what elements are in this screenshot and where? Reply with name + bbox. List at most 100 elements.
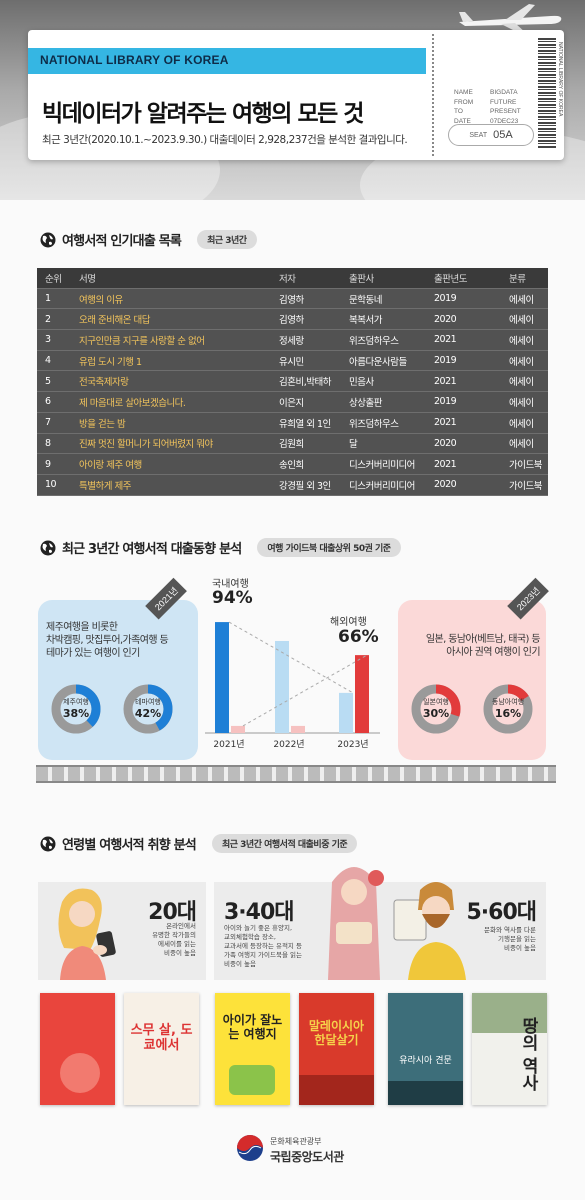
globe-icon	[40, 540, 56, 555]
book-cover: 유라시아 견문	[388, 993, 463, 1105]
text-line: 제주여행을 비롯한	[46, 622, 118, 633]
table-cell: 김혼비,박태하	[279, 377, 331, 389]
ticket-stub-info: NAME BIGDATA FROM FUTURE TO PRESENT DATE 07D…	[454, 88, 521, 126]
table-cell: 에세이	[509, 335, 534, 347]
donut-chart	[123, 684, 173, 734]
table-row: 5 전국축제자랑 김혼비,박태하 민음사 2021 에세이	[37, 371, 548, 393]
donut-segment	[123, 684, 173, 734]
footer: 문화체육관광부 국립중앙도서관	[0, 1120, 585, 1200]
ticket-band	[28, 48, 426, 74]
table-cell: 가이드북	[509, 480, 542, 492]
table-cell: 7	[45, 417, 51, 429]
stub-value: 07DEC23	[490, 117, 519, 125]
desc-line: 가족 여행지 가이드북을 읽는	[224, 951, 302, 959]
donut-value: 42%	[134, 707, 162, 720]
table-cell: 2019	[434, 293, 457, 305]
book-cover: 아이가 잘노는 여행지	[215, 993, 290, 1105]
donut-value: 30%	[422, 707, 450, 720]
section-title: 최근 3년간 여행서적 대출동향 분석	[62, 542, 242, 557]
table-cell: 에세이	[509, 356, 534, 368]
domestic-bar	[339, 692, 353, 733]
year-tick-label: 2023년	[337, 739, 368, 750]
book-title: 말레이시아 한달살기	[308, 1019, 365, 1047]
age-desc: 문화와 역사를 다룬 기행문을 읽는 비중이 높음	[484, 926, 536, 953]
donut-theme: 테마여행 42%	[122, 683, 174, 735]
age-desc: 온라인에서 유명한 작가들의 에세이를 읽는 비중이 높음	[152, 922, 196, 958]
cover-art	[299, 1075, 374, 1105]
table-cell: 1	[45, 293, 51, 305]
overseas-value: 66%	[338, 627, 379, 647]
year-tick-label: 2022년	[273, 739, 304, 750]
table-cell: 진짜 멋진 할머니가 되어버렸지 뭐야	[79, 439, 213, 451]
boarding-ticket: NATIONAL LIBRARY OF KOREA 빅데이터가 알려주는 여행의…	[28, 30, 564, 160]
globe-icon	[40, 232, 56, 247]
table-cell: 지구인만큼 지구를 사랑할 순 없어	[79, 335, 205, 347]
donut-label: 제주여행	[63, 698, 89, 706]
table-cell: 2019	[434, 396, 457, 408]
book-title: 스무 살, 도쿄에서	[130, 1023, 193, 1053]
table-cell: 유희열 외 1인	[279, 418, 331, 430]
donut-label: 테마여행	[135, 698, 161, 706]
age-label: 5·60대	[466, 900, 537, 925]
library-name: NATIONAL LIBRARY OF KOREA	[40, 53, 229, 67]
stub-value: FUTURE	[490, 98, 517, 106]
donut-sea: 동남아여행 16%	[482, 683, 534, 735]
table-cell: 디스커버리미디어	[349, 480, 415, 492]
overseas-label: 해외여행	[330, 617, 367, 628]
text-line: 아시아 권역 여행이 인기	[446, 647, 540, 658]
donut-segment	[51, 684, 101, 734]
table-cell: 김영하	[279, 315, 304, 327]
domestic-bar	[275, 640, 289, 733]
column-header: 분류	[509, 273, 526, 285]
age-box-30-60s: 3·40대 아이와 놀기 좋은 휴양지, 교외체험학습 장소, 교과서에 등장하…	[214, 867, 546, 980]
desc-line: 교외체험학습 장소,	[224, 933, 276, 941]
domestic-trend-line	[228, 621, 354, 694]
table-cell: 민음사	[349, 377, 374, 389]
table-row: 1 여행의 이유 김영하 문학동네 2019 에세이	[37, 289, 548, 310]
table-cell: 달	[349, 439, 358, 451]
government-emblem-icon	[237, 1135, 263, 1161]
overseas-bar	[355, 655, 369, 733]
table-cell: 3	[45, 334, 51, 346]
age-desc: 아이와 놀기 좋은 휴양지, 교외체험학습 장소, 교과서에 등장하는 유적지 …	[224, 924, 302, 969]
table-cell: 2	[45, 313, 51, 325]
stub-value: BIGDATA	[490, 89, 518, 96]
book-cover: 말레이시아 한달살기	[299, 993, 374, 1105]
table-cell: 에세이	[509, 439, 534, 451]
desc-line: 교과서에 등장하는 유적지 등	[224, 942, 302, 950]
text-line: 차박캠핑, 맛집투어,가족여행 등	[46, 635, 169, 646]
section-badge: 최근 3년간 여행서적 대출비중 기준	[211, 834, 358, 853]
globe-icon	[40, 836, 56, 851]
table-cell: 2020	[434, 479, 457, 491]
table-cell: 정세랑	[279, 335, 304, 347]
barcode	[538, 38, 556, 148]
card-2023-text: 일본, 동남아(베트남, 태국) 등 아시아 권역 여행이 인기	[402, 633, 541, 659]
book-title: 땅의 역사	[518, 1017, 538, 1091]
table-cell: 6	[45, 396, 51, 408]
table-row: 4 유럽 도시 기행 1 유시민 아름다운사람들 2019 에세이	[37, 351, 548, 372]
desc-line: 문화와 역사를 다룬	[484, 926, 536, 934]
table-cell: 10	[45, 479, 57, 491]
desc-line: 아이와 놀기 좋은 휴양지,	[224, 924, 293, 932]
cover-art	[229, 1065, 275, 1095]
table-cell: 에세이	[509, 294, 534, 306]
section-title: 연령별 여행서적 취향 분석	[62, 838, 197, 853]
table-header-row: 순위 서명 저자 출판사 출판년도 분류	[37, 268, 548, 289]
stub-key: FROM	[454, 98, 474, 106]
donut-value: 16%	[494, 707, 522, 720]
section-title: 여행서적 인기대출 목록	[62, 234, 182, 249]
section-badge: 여행 가이드북 대출상위 50권 기준	[257, 538, 401, 557]
table-cell: 에세이	[509, 315, 534, 327]
table-row: 2 오래 준비해온 대답 김영하 복복서가 2020 에세이	[37, 309, 548, 331]
table-cell: 김원희	[279, 439, 304, 451]
table-cell: 위즈덤하우스	[349, 418, 399, 430]
table-cell: 아름다운사람들	[349, 356, 407, 368]
table-row: 9 아이랑 제주 여행 송인희 디스커버리미디어 2021 가이드북	[37, 454, 548, 475]
seat-value: 05A	[493, 129, 513, 141]
table-cell: 2020	[434, 437, 457, 449]
table-row: 6 제 마음대로 살아보겠습니다. 이은지 상상출판 2019 에세이	[37, 392, 548, 413]
column-header: 저자	[279, 273, 296, 285]
trend-bar-chart: 2021년 2022년 2023년	[205, 621, 380, 750]
domestic-label: 국내여행	[212, 579, 249, 590]
table-cell: 4	[45, 355, 51, 367]
